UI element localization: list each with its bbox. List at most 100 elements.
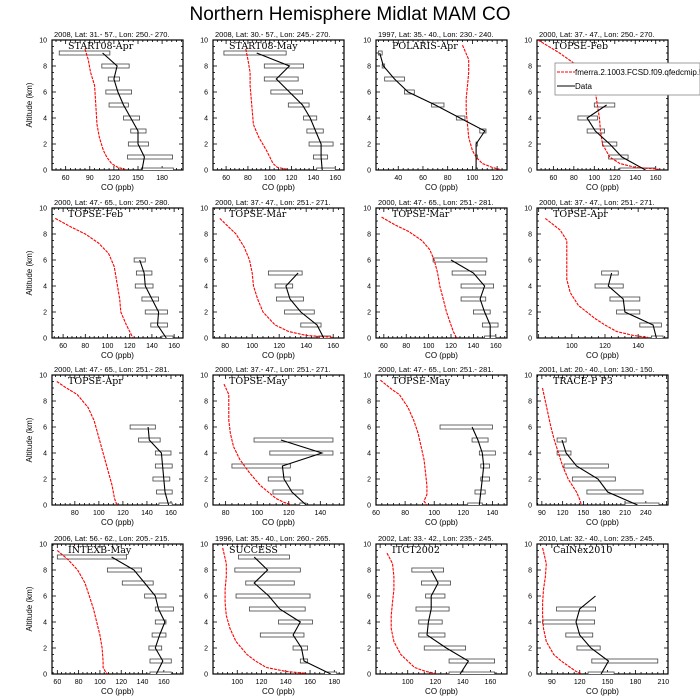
- x-tick-label: 90: [538, 510, 546, 517]
- x-tick-label: 160: [485, 679, 497, 686]
- y-tick-label: 0: [204, 336, 208, 343]
- error-bar: [316, 167, 336, 170]
- y-tick-label: 8: [204, 64, 208, 71]
- x-tick-label: 90: [548, 679, 556, 686]
- data-line: [586, 104, 646, 170]
- data-line: [253, 556, 331, 674]
- x-tick-label: 120: [609, 175, 621, 182]
- model-line: [56, 550, 108, 674]
- error-bar: [108, 102, 129, 108]
- y-tick-label: 10: [200, 38, 208, 45]
- panel-13: 2006, Lat: 56.- 62., Lon: 205.- 215. 0 2 4 6…: [25, 534, 184, 696]
- y-tick-label: 4: [43, 284, 47, 291]
- x-tick-label: 100: [93, 510, 105, 517]
- y-tick-label: 8: [528, 232, 532, 239]
- x-tick-label: 100: [588, 175, 600, 182]
- error-bar: [144, 309, 168, 315]
- error-bar: [270, 89, 303, 95]
- y-tick-label: 0: [528, 336, 532, 343]
- x-tick-label: 80: [75, 679, 83, 686]
- x-tick-label: 240: [640, 510, 652, 517]
- x-tick-label: 80: [444, 175, 452, 182]
- y-tick-label: 8: [43, 64, 47, 71]
- y-tick-label: 4: [43, 451, 47, 458]
- x-tick-label: 120: [115, 679, 127, 686]
- error-bar: [231, 463, 291, 469]
- error-bar: [460, 296, 487, 302]
- y-tick-label: 10: [524, 542, 532, 549]
- campaign-label: SUCCESS: [229, 545, 278, 556]
- error-bar: [478, 450, 496, 456]
- y-axis-label: Altitude (km): [25, 250, 34, 295]
- panel-11: 2000, Lat: 47.- 65., Lon: 251.- 281. 0 2 4 6…: [363, 365, 508, 527]
- x-tick-label: 140: [487, 510, 499, 517]
- error-bar: [542, 619, 596, 625]
- y-tick-label: 8: [204, 399, 208, 406]
- y-tick-label: 4: [43, 620, 47, 627]
- error-bar: [259, 632, 305, 638]
- x-tick-label: 140: [308, 175, 320, 182]
- y-tick-label: 2: [528, 477, 532, 484]
- x-tick-label: 120: [286, 175, 298, 182]
- error-bar: [134, 283, 154, 289]
- y-tick-label: 2: [528, 142, 532, 149]
- y-axis-label: Altitude (km): [25, 417, 34, 462]
- y-tick-label: 4: [528, 620, 532, 627]
- error-bar: [418, 632, 446, 638]
- x-tick-label: 60: [380, 343, 388, 350]
- x-axis-label: CO (ppb): [262, 687, 295, 696]
- data-line: [575, 595, 610, 674]
- y-tick-label: 10: [39, 373, 47, 380]
- campaign-label: POLARIS-Apr: [392, 41, 458, 52]
- x-tick-label: 100: [246, 343, 258, 350]
- panel-2: 2008, Lat: 30.- 57., Lon: 245.- 270. 0 2 4 6…: [200, 30, 345, 192]
- campaign-label: TOPSE-Feb: [553, 41, 608, 52]
- panel-4: 2000, Lat: 37.- 47., Lon: 250.- 270. 0 2 4 6…: [524, 30, 669, 192]
- y-tick-label: 0: [43, 336, 47, 343]
- error-bar: [448, 671, 495, 674]
- panel-subtitle: 2008, Lat: 30.- 57., Lon: 245.- 270.: [215, 30, 331, 39]
- x-axis-label: CO (ppb): [101, 351, 134, 360]
- error-bar: [129, 424, 156, 430]
- error-bar: [299, 502, 307, 505]
- x-tick-label: 120: [457, 510, 469, 517]
- y-tick-label: 8: [204, 568, 208, 575]
- x-tick-label: 160: [650, 175, 662, 182]
- y-tick-label: 0: [367, 336, 371, 343]
- y-tick-label: 0: [528, 168, 532, 175]
- y-tick-label: 0: [43, 672, 47, 679]
- y-tick-label: 4: [367, 451, 371, 458]
- y-tick-label: 6: [367, 425, 371, 432]
- error-bar: [150, 322, 168, 328]
- x-tick-label: 160: [327, 343, 339, 350]
- error-bar: [556, 437, 567, 443]
- y-axis-label: Altitude (km): [25, 586, 34, 631]
- y-tick-label: 0: [204, 672, 208, 679]
- plot-area: [58, 48, 174, 170]
- campaign-label: START08-Apr: [68, 41, 134, 52]
- error-bar: [319, 335, 331, 338]
- model-line: [55, 217, 134, 338]
- error-bar: [235, 593, 311, 599]
- plot-area: [378, 44, 500, 170]
- y-tick-label: 2: [43, 310, 47, 317]
- plot-area: [56, 381, 173, 505]
- x-tick-label: 100: [428, 510, 440, 517]
- error-bar: [411, 567, 444, 573]
- y-tick-label: 8: [43, 232, 47, 239]
- x-axis-label: CO (ppb): [101, 518, 134, 527]
- x-tick-label: 140: [468, 343, 480, 350]
- x-axis-label: CO (ppb): [262, 518, 295, 527]
- x-tick-label: 120: [574, 679, 586, 686]
- y-tick-label: 2: [367, 142, 371, 149]
- error-bar: [263, 76, 299, 82]
- y-tick-label: 2: [204, 646, 208, 653]
- error-bar: [556, 450, 572, 456]
- y-tick-label: 10: [39, 206, 47, 213]
- error-bar: [591, 658, 659, 664]
- x-tick-label: 180: [156, 175, 168, 182]
- x-tick-label: 160: [304, 679, 316, 686]
- plot-area: [222, 547, 338, 674]
- error-bar: [324, 671, 338, 674]
